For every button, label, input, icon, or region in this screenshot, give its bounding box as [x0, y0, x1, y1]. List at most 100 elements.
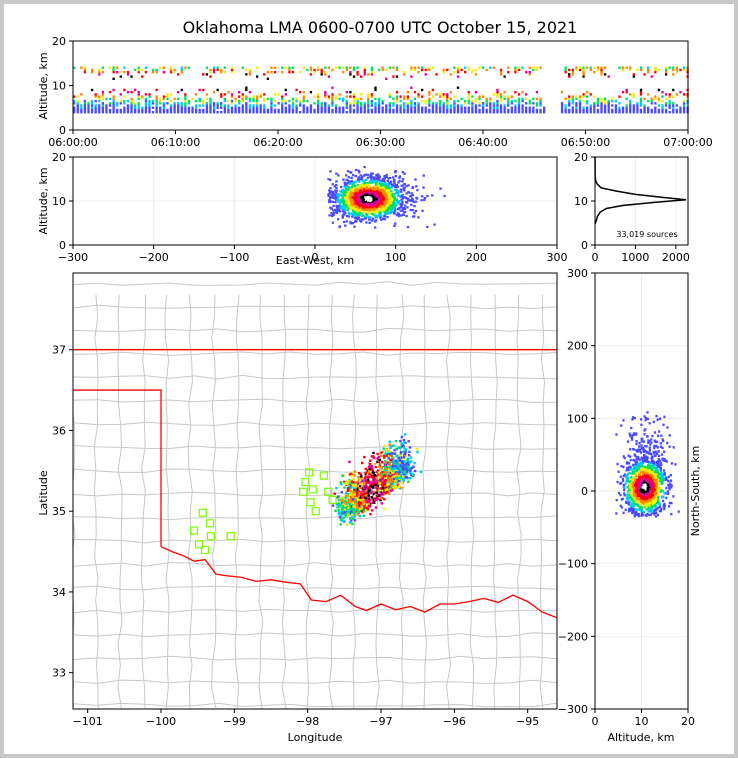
ew-source-mark	[336, 208, 340, 211]
time-source-mark	[306, 106, 309, 109]
map-source-mark	[354, 500, 358, 503]
time-source-mark	[682, 93, 686, 96]
time-source-mark	[403, 70, 406, 74]
ew-source-mark	[388, 207, 391, 210]
ew-source-mark	[350, 201, 353, 204]
state-border-red-river	[160, 546, 557, 619]
lma-station-marker	[305, 468, 314, 477]
hist-count-tick-label: 1000	[621, 251, 649, 264]
map-source-mark	[404, 467, 408, 471]
time-source-mark	[123, 111, 126, 114]
time-source-mark	[596, 108, 600, 112]
time-source-mark	[316, 97, 320, 101]
lma-station-marker	[328, 495, 337, 504]
time-source-mark	[80, 106, 83, 109]
time-source-mark	[406, 106, 409, 109]
map-source-mark	[391, 451, 394, 455]
map-source-mark	[385, 488, 388, 491]
time-source-mark	[212, 90, 216, 94]
ew-source-mark	[360, 201, 363, 204]
map-source-mark	[336, 503, 339, 506]
time-source-mark	[381, 106, 384, 109]
time-source-mark	[212, 104, 216, 107]
time-source-mark	[223, 99, 226, 103]
time-source-mark	[291, 70, 295, 74]
time-source-mark	[668, 77, 671, 81]
ew-source-mark	[347, 199, 350, 202]
time-source-mark	[657, 111, 661, 114]
time-source-mark	[112, 97, 115, 101]
time-source-mark	[295, 88, 298, 92]
map-source-mark	[359, 507, 362, 510]
map-source-mark	[374, 483, 378, 486]
time-source-mark	[238, 90, 241, 94]
map-source-mark	[356, 499, 359, 503]
time-source-mark	[338, 106, 341, 109]
time-source-mark	[647, 66, 650, 69]
time-source-mark	[270, 108, 273, 112]
ew-source-mark	[329, 199, 332, 202]
time-source-mark	[270, 70, 273, 74]
time-source-mark	[345, 90, 348, 94]
time-source-mark	[453, 104, 456, 107]
ew-source-mark	[367, 185, 371, 188]
time-source-mark	[417, 66, 420, 69]
map-source-mark	[348, 482, 351, 485]
map-source-mark	[376, 481, 379, 484]
ew-source-mark	[389, 204, 392, 207]
time-source-mark	[410, 102, 413, 105]
ew-source-mark	[353, 201, 356, 204]
ew-source-mark	[388, 176, 392, 180]
map-source-mark	[402, 477, 405, 481]
ew-source-mark	[396, 189, 400, 193]
map-source-mark	[337, 502, 340, 505]
county-line	[73, 702, 557, 708]
ns-source-mark	[649, 443, 652, 446]
map-source-mark	[372, 483, 376, 487]
ew-source-mark	[354, 168, 358, 172]
time-source-mark	[661, 106, 664, 109]
time-source-mark	[126, 90, 130, 94]
time-source-mark	[593, 95, 596, 98]
map-source-mark	[409, 456, 413, 459]
ew-source-mark	[348, 205, 351, 208]
ew-source-mark	[342, 193, 346, 196]
map-source-mark	[369, 473, 372, 477]
map-source-mark	[354, 505, 358, 508]
map-source-mark	[383, 474, 386, 478]
time-source-mark	[212, 106, 216, 109]
map-source-mark	[356, 491, 359, 494]
time-source-mark	[90, 68, 94, 72]
time-source-mark	[238, 106, 241, 109]
map-source-mark	[351, 515, 354, 518]
time-source-mark	[478, 102, 481, 105]
time-source-mark	[564, 70, 567, 74]
time-source-mark	[593, 70, 596, 74]
time-source-mark	[381, 66, 384, 69]
map-source-mark	[376, 486, 380, 489]
ew-source-mark	[332, 211, 336, 214]
time-source-mark	[349, 73, 352, 76]
time-source-mark	[496, 99, 499, 103]
time-source-mark	[388, 108, 391, 112]
time-source-mark	[578, 111, 582, 114]
time-source-mark	[410, 108, 413, 112]
time-source-mark	[352, 104, 356, 107]
ew-source-mark	[359, 177, 362, 180]
time-source-mark	[130, 75, 133, 78]
map-source-mark	[357, 471, 361, 475]
time-source-mark	[385, 111, 388, 114]
map-source-mark	[397, 458, 400, 461]
time-source-mark	[162, 88, 165, 92]
map-source-mark	[355, 496, 358, 500]
time-source-mark	[360, 108, 363, 112]
time-source-mark	[593, 108, 596, 112]
time-source-mark	[431, 102, 435, 105]
time-source-mark	[180, 108, 183, 112]
map-source-mark	[412, 465, 415, 468]
map-source-mark	[393, 468, 396, 472]
ew-source-mark	[361, 210, 364, 213]
map-ylabel: Latitude	[37, 470, 50, 516]
ew-source-mark	[386, 186, 390, 189]
time-source-mark	[460, 106, 463, 109]
